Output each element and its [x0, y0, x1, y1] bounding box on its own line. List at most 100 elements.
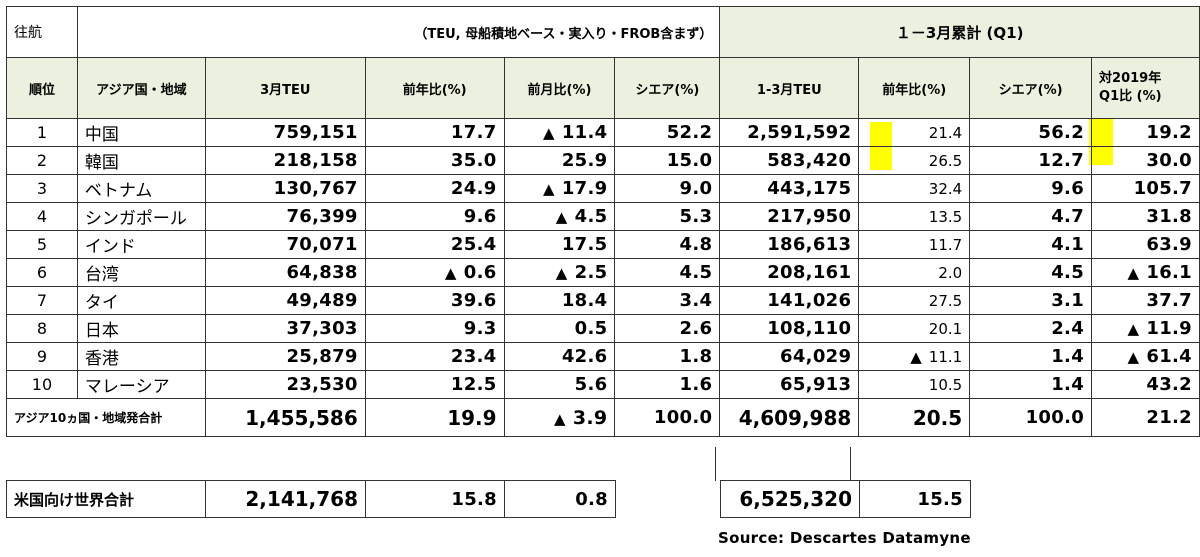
yoy-cell: 12.5 — [364, 370, 505, 399]
q1-teu-cell: 108,110 — [719, 314, 860, 343]
rank-cell: 8 — [6, 314, 78, 343]
q1-yoy-cell: 13.5 — [858, 202, 971, 231]
us-q1-yoy: 15.5 — [859, 480, 971, 518]
share-cell: 4.8 — [614, 230, 721, 259]
mom-cell: 25.9 — [503, 146, 616, 175]
q1-teu-cell: 2,591,592 — [719, 118, 860, 147]
region-cell: 中国 — [76, 118, 206, 147]
direction-label: 往航 — [6, 6, 78, 58]
rank-cell: 2 — [6, 146, 78, 175]
region-cell: 韓国 — [76, 146, 206, 175]
basis-note: （TEU, 母船積地ベース・実入り・FROB含まず） — [77, 6, 721, 58]
q1-share-cell: 56.2 — [969, 118, 1093, 147]
q1-teu-cell: 583,420 — [719, 146, 860, 175]
share-cell: 15.0 — [614, 146, 721, 175]
share-cell: 4.5 — [614, 258, 721, 287]
q1-teu-cell: 186,613 — [719, 230, 860, 259]
mar-teu-cell: 37,303 — [204, 314, 366, 343]
q1-yoy-cell: 26.5 — [858, 146, 971, 175]
col-vs2019-line1: 対2019年 — [1099, 71, 1162, 86]
total-q1-share: 100.0 — [969, 398, 1093, 437]
q1-teu-cell: 141,026 — [719, 286, 860, 315]
col-mar-teu: 3月TEU — [204, 57, 366, 119]
q1-share-cell: 3.1 — [969, 286, 1093, 315]
rank-cell: 10 — [6, 370, 78, 399]
mar-teu-cell: 25,879 — [204, 342, 366, 371]
rank-cell: 7 — [6, 286, 78, 315]
q1-share-cell: 4.5 — [969, 258, 1093, 287]
q1-yoy-cell: 10.5 — [858, 370, 971, 399]
q1-yoy-cell: 21.4 — [858, 118, 971, 147]
header-row-2: 順位 アジア国・地域 3月TEU 前年比(%) 前月比(%) シエア(%) 1-… — [6, 57, 1200, 119]
table-row: 8 日本 37,303 9.3 0.5 2.6 108,110 20.1 2.4 ▲ 11.9 — [6, 314, 1200, 343]
yoy-cell: 17.7 — [364, 118, 505, 147]
source-credit: Source: Descartes Datamyne — [718, 529, 971, 547]
q1-yoy-cell: ▲ 11.1 — [858, 342, 971, 371]
yoy-cell: 35.0 — [364, 146, 505, 175]
vs2019-cell: 43.2 — [1091, 370, 1200, 399]
table-row: 7 タイ 49,489 39.6 18.4 3.4 141,026 27.5 3.1 37.7 — [6, 286, 1200, 315]
rank-cell: 6 — [6, 258, 78, 287]
us-q1-teu: 6,525,320 — [720, 480, 860, 518]
region-cell: 日本 — [76, 314, 206, 343]
gap-line-left — [715, 447, 716, 481]
table-row: 1 中国 759,151 17.7 ▲ 11.4 52.2 2,591,592 21.4 56.2… — [6, 118, 1200, 147]
vs2019-cell: ▲ 61.4 — [1091, 342, 1200, 371]
region-cell: マレーシア — [76, 370, 206, 399]
header-row-1: 往航 （TEU, 母船積地ベース・実入り・FROB含まず） １－3月累計 (Q1… — [6, 6, 1200, 58]
mar-teu-cell: 76,399 — [204, 202, 366, 231]
col-mom: 前月比(%) — [503, 57, 616, 119]
asia-us-export-table: 往航 （TEU, 母船積地ベース・実入り・FROB含まず） １－3月累計 (Q1… — [6, 6, 1200, 437]
mar-teu-cell: 49,489 — [204, 286, 366, 315]
col-q1-teu: 1-3月TEU — [719, 57, 860, 119]
table-row: 5 インド 70,071 25.4 17.5 4.8 186,613 11.7 4.1 63.9 — [6, 230, 1200, 259]
mom-cell: 5.6 — [503, 370, 616, 399]
negative-triangle-icon: ▲ — [1127, 348, 1140, 366]
q1-share-cell: 1.4 — [969, 342, 1093, 371]
us-yoy: 15.8 — [365, 480, 505, 518]
vs2019-cell: 30.0 — [1091, 146, 1200, 175]
us-mar-teu: 2,141,768 — [205, 480, 366, 518]
total-mar-teu: 1,455,586 — [204, 398, 366, 437]
mar-teu-cell: 64,838 — [204, 258, 366, 287]
col-vs2019: 対2019年 Q1比 (%) — [1091, 57, 1200, 119]
mom-cell: 17.5 — [503, 230, 616, 259]
region-cell: 香港 — [76, 342, 206, 371]
q1-yoy-cell: 27.5 — [858, 286, 971, 315]
vs2019-cell: 37.7 — [1091, 286, 1200, 315]
col-yoy: 前年比(%) — [364, 57, 505, 119]
col-rank: 順位 — [6, 57, 78, 119]
yoy-cell: 23.4 — [364, 342, 505, 371]
negative-triangle-icon: ▲ — [555, 208, 568, 226]
mom-cell: 0.5 — [503, 314, 616, 343]
us-total-table: 米国向け世界合計 2,141,768 15.8 0.8 6,525,320 15… — [6, 480, 971, 518]
rank-cell: 5 — [6, 230, 78, 259]
region-cell: タイ — [76, 286, 206, 315]
mar-teu-cell: 23,530 — [204, 370, 366, 399]
q1-share-cell: 12.7 — [969, 146, 1093, 175]
mom-cell: 42.6 — [503, 342, 616, 371]
mom-cell: ▲ 17.9 — [503, 174, 616, 203]
total-q1-teu: 4,609,988 — [719, 398, 860, 437]
mom-cell: 18.4 — [503, 286, 616, 315]
total-mom: ▲ 3.9 — [503, 398, 616, 437]
us-mom: 0.8 — [504, 480, 616, 518]
mar-teu-cell: 759,151 — [204, 118, 366, 147]
mom-cell: ▲ 11.4 — [503, 118, 616, 147]
col-vs2019-line2: Q1比 (%) — [1099, 89, 1162, 104]
yoy-cell: ▲ 0.6 — [364, 258, 505, 287]
q1-share-cell: 4.7 — [969, 202, 1093, 231]
yoy-cell: 9.3 — [364, 314, 505, 343]
q1-yoy-cell: 11.7 — [858, 230, 971, 259]
table-row: 3 ベトナム 130,767 24.9 ▲ 17.9 9.0 443,175 32.4 9.6 10… — [6, 174, 1200, 203]
gap-line-right — [850, 447, 851, 481]
share-cell: 3.4 — [614, 286, 721, 315]
negative-triangle-icon: ▲ — [542, 124, 555, 142]
col-share: シエア(%) — [614, 57, 721, 119]
table-row: 4 シンガポール 76,399 9.6 ▲ 4.5 5.3 217,950 13.5 4.7 31.… — [6, 202, 1200, 231]
negative-triangle-icon: ▲ — [910, 347, 922, 366]
q1-yoy-cell: 2.0 — [858, 258, 971, 287]
total-row: アジア10ヵ国・地域発合計 1,455,586 19.9 ▲ 3.9 100.0 … — [6, 398, 1200, 437]
share-cell: 1.6 — [614, 370, 721, 399]
q1-teu-cell: 443,175 — [719, 174, 860, 203]
